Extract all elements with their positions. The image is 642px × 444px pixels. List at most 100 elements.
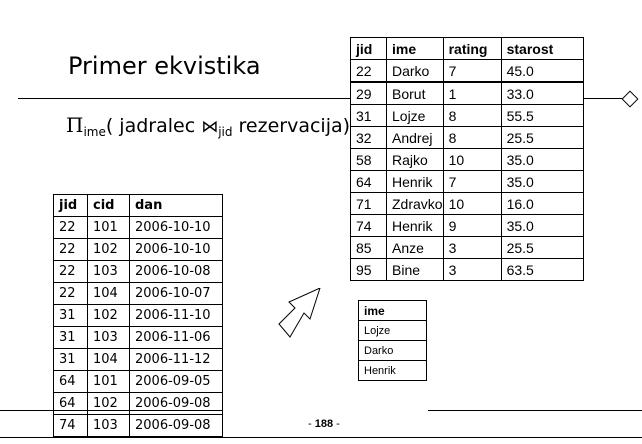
slide-title: Primer ekvistika — [68, 52, 261, 80]
table-cell: 104 — [87, 348, 130, 371]
table-cell: 74 — [350, 214, 387, 237]
table-cell: 2006-09-08 — [129, 414, 223, 437]
column-header: jid — [53, 194, 88, 217]
relational-algebra-formula: Πime( jadralec ⋈jid rezervacija) — [66, 113, 350, 139]
table-cell: 74 — [53, 414, 88, 437]
table-cell: 22 — [350, 59, 387, 83]
table-cell: Bine — [386, 258, 444, 281]
table-cell: Lojze — [358, 320, 427, 341]
table-cell: 103 — [87, 414, 130, 437]
column-header: rating — [442, 37, 502, 60]
table-cell: Darko — [386, 59, 444, 83]
formula-close: rezervacija) — [232, 115, 351, 137]
table-cell: Anze — [386, 236, 444, 259]
table-cell: 2006-10-10 — [129, 238, 223, 261]
table-cell: 22 — [53, 238, 88, 261]
table-cell: 16.0 — [500, 192, 584, 215]
column-header: starost — [500, 37, 584, 60]
table-cell: 64 — [53, 370, 88, 393]
table-row: 22 103 2006-10-08 — [53, 260, 223, 283]
table-row: 29 Borut 1 33.0 — [350, 81, 584, 105]
table-row: Henrik — [358, 360, 427, 381]
table-cell: 2006-09-05 — [129, 370, 223, 393]
table-row: 22 104 2006-10-07 — [53, 282, 223, 305]
table-cell: Rajko — [386, 148, 444, 171]
table-cell: 25.5 — [500, 236, 584, 259]
table-cell: 25.5 — [500, 126, 584, 149]
table-cell: Lojze — [386, 104, 444, 127]
table-cell: 29 — [350, 81, 387, 105]
table-cell: 102 — [87, 238, 130, 261]
table-cell: 2006-10-10 — [129, 216, 223, 239]
table-cell: 31 — [350, 104, 387, 127]
table-cell: 55.5 — [500, 104, 584, 127]
table-cell: 10 — [442, 192, 502, 215]
table-cell: 8 — [442, 126, 502, 149]
table-row: Lojze — [358, 320, 427, 341]
page-number-value: 188 — [314, 418, 334, 430]
table-cell: 2006-09-08 — [129, 392, 223, 415]
table-cell: 2006-11-12 — [129, 348, 223, 371]
table-cell: 9 — [442, 214, 502, 237]
table-row: 22 102 2006-10-10 — [53, 238, 223, 261]
table-cell: 8 — [442, 104, 502, 127]
rezervacija-table: jid cid dan 22 101 2006-10-10 22 102 2006-10… — [53, 194, 223, 437]
table-cell: 101 — [87, 216, 130, 239]
table-cell: 58 — [350, 148, 387, 171]
table-cell: 2006-10-08 — [129, 260, 223, 283]
table-cell: 35.0 — [500, 170, 584, 193]
footer-line-left — [0, 410, 222, 411]
table-cell: 2006-10-07 — [129, 282, 223, 305]
result-table: ime Lojze Darko Henrik — [358, 300, 427, 381]
table-cell: 2006-11-06 — [129, 326, 223, 349]
table-cell: 3 — [442, 236, 502, 259]
table-cell: 31 — [53, 326, 88, 349]
jadralec-table: jid ime rating starost 22 Darko 7 45.0 29 Bo… — [350, 37, 584, 281]
table-cell: Henrik — [386, 170, 444, 193]
table-cell: 10 — [442, 148, 502, 171]
table-cell: 64 — [53, 392, 88, 415]
table-row: 31 Lojze 8 55.5 — [350, 104, 584, 127]
table-cell: 22 — [53, 282, 88, 305]
table-cell: 35.0 — [500, 214, 584, 237]
table-cell: Henrik — [386, 214, 444, 237]
table-cell: 45.0 — [500, 59, 584, 83]
table-cell: 1 — [442, 81, 502, 105]
table-cell: 102 — [87, 304, 130, 327]
table-cell: 104 — [87, 282, 130, 305]
page-number: - 188 - — [308, 418, 340, 430]
table-cell: 103 — [87, 326, 130, 349]
table-cell: 3 — [442, 258, 502, 281]
diamond-marker — [621, 90, 639, 108]
table-cell: 22 — [53, 216, 88, 239]
table-row: 74 Henrik 9 35.0 — [350, 214, 584, 237]
column-header: dan — [129, 194, 223, 217]
table-row: 31 104 2006-11-12 — [53, 348, 223, 371]
table-row: 58 Rajko 10 35.0 — [350, 148, 584, 171]
table-row: 22 101 2006-10-10 — [53, 216, 223, 239]
table-cell: 31 — [53, 348, 88, 371]
projection-attribute: ime — [83, 125, 106, 139]
table-cell: Henrik — [358, 360, 427, 381]
table-cell: 35.0 — [500, 148, 584, 171]
table-cell: 103 — [87, 260, 130, 283]
table-header-row: ime — [358, 300, 427, 321]
table-cell: 63.5 — [500, 258, 584, 281]
formula-open: ( jadralec — [105, 115, 202, 137]
column-header: cid — [87, 194, 130, 217]
table-row: 64 Henrik 7 35.0 — [350, 170, 584, 193]
table-row: 64 102 2006-09-08 — [53, 392, 223, 415]
table-cell: Darko — [358, 340, 427, 361]
arrow-down-right-icon — [278, 288, 321, 338]
page-number-suffix: - — [333, 418, 340, 430]
table-cell: 7 — [442, 170, 502, 193]
table-cell: 101 — [87, 370, 130, 393]
table-cell: 102 — [87, 392, 130, 415]
footer-bottom-line — [0, 437, 642, 438]
table-cell: 7 — [442, 59, 502, 83]
join-attribute: jid — [218, 125, 233, 139]
table-cell: Borut — [386, 81, 444, 105]
table-cell: 33.0 — [500, 81, 584, 105]
projection-symbol: Π — [66, 113, 84, 137]
table-row: 71 Zdravko 10 16.0 — [350, 192, 584, 215]
